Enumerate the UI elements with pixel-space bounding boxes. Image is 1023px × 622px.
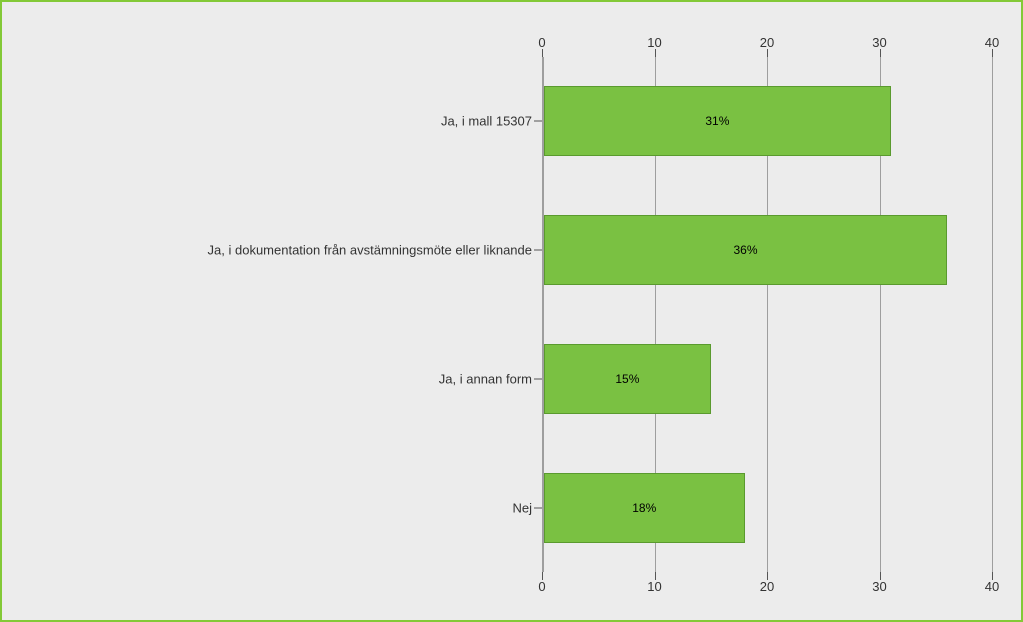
gridline: [992, 57, 993, 572]
category-label: Nej: [512, 500, 542, 515]
axis-tick: [880, 49, 881, 57]
bar-value-label: 31%: [705, 114, 729, 128]
x-axis-label: 0: [538, 579, 545, 594]
plot-area: 001010202030304040Ja, i mall 1530731%Ja,…: [542, 57, 992, 572]
bar: 31%: [544, 86, 891, 156]
bar-value-label: 15%: [615, 372, 639, 386]
bar: 36%: [544, 215, 947, 285]
x-axis-label: 40: [985, 35, 999, 50]
x-axis-label: 40: [985, 579, 999, 594]
x-axis-label: 10: [647, 579, 661, 594]
bar: 15%: [544, 344, 711, 414]
bar-value-label: 18%: [632, 501, 656, 515]
bar: 18%: [544, 473, 745, 543]
x-axis-label: 0: [538, 35, 545, 50]
axis-tick: [542, 49, 543, 57]
category-label: Ja, i annan form: [439, 371, 542, 386]
chart-container: 0 0 10 10 20 20 30 30 40 40 Ja, i mall 15307 31% Ja,…: [0, 0, 1023, 622]
category-label: Ja, i mall 15307: [441, 114, 542, 129]
axis-tick: [992, 49, 993, 57]
category-label: Ja, i dokumentation från avstämningsmöte…: [208, 243, 542, 258]
x-axis-label: 30: [872, 579, 886, 594]
axis-tick: [655, 49, 656, 57]
axis-tick: [767, 49, 768, 57]
x-axis-label: 20: [760, 579, 774, 594]
x-axis-label: 20: [760, 35, 774, 50]
bar-value-label: 36%: [733, 243, 757, 257]
x-axis-label: 30: [872, 35, 886, 50]
x-axis-label: 10: [647, 35, 661, 50]
